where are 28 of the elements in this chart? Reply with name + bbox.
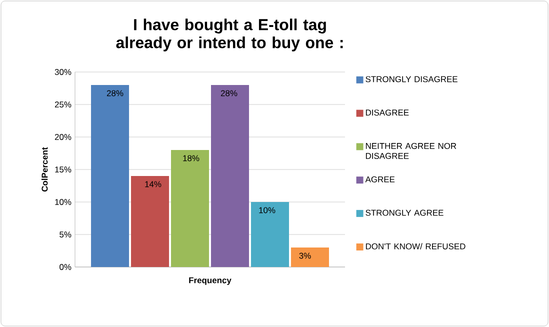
y-tick-label: 30% [54, 69, 72, 75]
data-label: 3% [299, 252, 311, 259]
y-tick-label: 15% [55, 166, 72, 172]
bar [91, 84, 130, 267]
legend-label: DON'T KNOW/ REFUSED [366, 243, 466, 250]
bar [171, 150, 210, 267]
legend-label: STRONGLY DISAGREE [366, 76, 458, 82]
data-label: 18% [183, 155, 200, 162]
data-label: 10% [259, 207, 276, 214]
legend-label: NEITHER AGREE NOR DISAGREE [366, 142, 456, 159]
data-label: 14% [145, 181, 162, 188]
data-label: 28% [220, 90, 238, 96]
legend-label: STRONGLY AGREE [366, 210, 444, 216]
chart-title: I have bought a E-toll tag already or intend to buy one : [116, 18, 343, 52]
legend-label: DISAGREE [366, 110, 409, 116]
y-tick-label: 20% [54, 134, 72, 140]
bar [211, 84, 250, 267]
y-axis-title: ColPercent [41, 147, 48, 192]
bar [250, 202, 289, 267]
bar [290, 248, 329, 267]
bar [131, 176, 170, 267]
x-axis-title: Frequency [189, 277, 232, 285]
y-tick-label: 5% [60, 232, 72, 238]
data-label: 28% [106, 90, 124, 96]
y-tick-label: 10% [55, 199, 72, 205]
y-tick-label: 0% [60, 264, 72, 270]
legend-label: AGREE [365, 176, 395, 182]
y-tick-label: 25% [54, 102, 72, 108]
